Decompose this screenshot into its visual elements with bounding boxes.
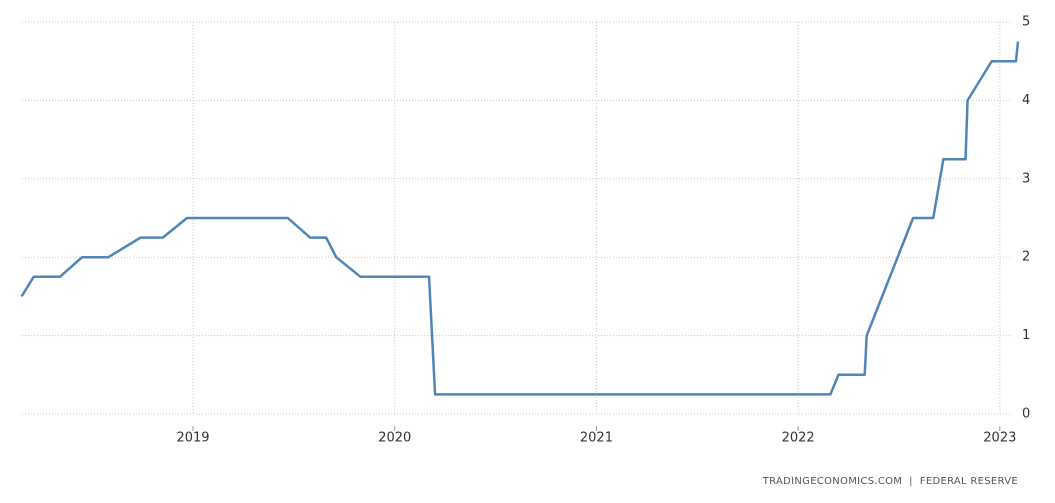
y-tick-label: 1 (1022, 328, 1030, 343)
x-tick-label: 2021 (580, 431, 613, 446)
source-note: TRADINGECONOMICS.COM | FEDERAL RESERVE (762, 476, 1018, 487)
y-tick-label: 3 (1022, 171, 1030, 186)
x-tick-label: 2023 (983, 431, 1016, 446)
y-tick-label: 0 (1022, 407, 1030, 422)
x-tick-label: 2020 (378, 431, 411, 446)
y-tick-label: 2 (1022, 250, 1030, 265)
x-tick-label: 2019 (176, 431, 209, 446)
y-tick-label: 4 (1022, 93, 1030, 108)
y-tick-label: 5 (1022, 15, 1030, 30)
data-line (20, 41, 1020, 396)
x-tick-label: 2022 (782, 431, 815, 446)
